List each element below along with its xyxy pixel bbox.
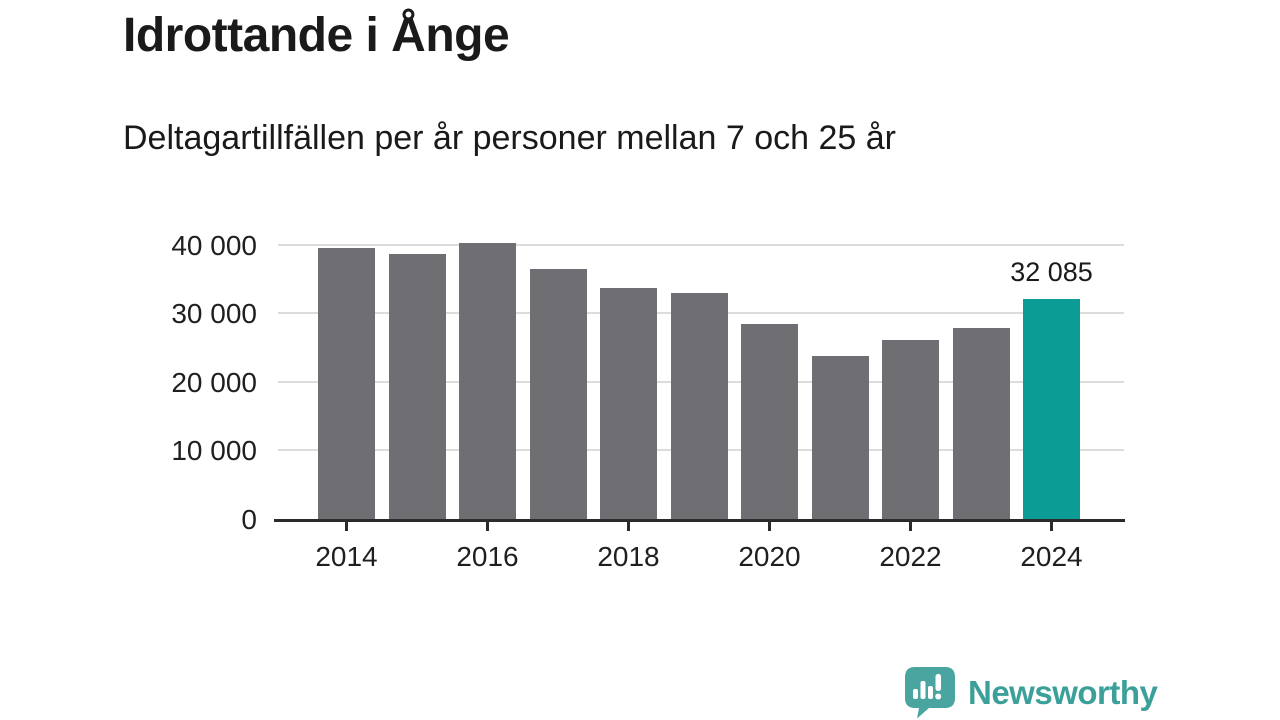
- bar-2016: [459, 243, 516, 519]
- logo-bar-tall: [920, 681, 926, 699]
- y-tick-label-20000: 20 000: [171, 366, 257, 398]
- y-tick-label-0: 0: [241, 504, 257, 535]
- brand-logo: Newsworthy: [904, 666, 1158, 719]
- gridline-40000: [278, 243, 1124, 246]
- y-tick-label-30000: 30 000: [171, 298, 257, 330]
- x-tick-label-2016: 2016: [456, 541, 519, 572]
- bar-2017: [529, 269, 587, 519]
- bar-2024: [1023, 298, 1080, 519]
- bar-2014: [318, 247, 375, 519]
- logo-exclamation-bar: [935, 674, 941, 691]
- bar-2020: [741, 324, 798, 519]
- x-axis-line: [274, 519, 1125, 522]
- bar-2018: [600, 287, 657, 519]
- x-tick-label-2020: 2020: [738, 541, 801, 572]
- value-annotation: 32 085: [1010, 256, 1093, 287]
- y-tick-label-40000: 40 000: [171, 229, 257, 261]
- x-tick-2024: [1050, 522, 1053, 531]
- newsworthy-logo-icon: [905, 667, 955, 719]
- bar-2015: [388, 254, 446, 519]
- y-tick-label-10000: 10 000: [171, 435, 257, 467]
- x-tick-2022: [909, 522, 912, 531]
- x-tick-2014: [345, 522, 348, 531]
- bar-2023: [952, 327, 1010, 519]
- brand-name: Newsworthy: [968, 673, 1158, 711]
- x-tick-2018: [627, 522, 630, 531]
- x-tick-2016: [486, 522, 489, 531]
- logo-bar-medium: [928, 686, 933, 699]
- logo-bar-short: [913, 689, 918, 699]
- bar-2021: [811, 355, 869, 519]
- x-tick-label-2018: 2018: [597, 541, 660, 572]
- bar-2019: [670, 293, 728, 519]
- logo-exclamation-dot: [935, 693, 942, 700]
- chart-title: Idrottande i Ånge: [123, 9, 510, 62]
- x-tick-2020: [768, 522, 771, 531]
- x-tick-label-2014: 2014: [315, 541, 378, 572]
- x-tick-label-2024: 2024: [1020, 541, 1083, 572]
- bar-2022: [882, 339, 939, 519]
- x-tick-label-2022: 2022: [879, 541, 942, 572]
- chart-subtitle: Deltagartillfällen per år personer mella…: [123, 119, 896, 157]
